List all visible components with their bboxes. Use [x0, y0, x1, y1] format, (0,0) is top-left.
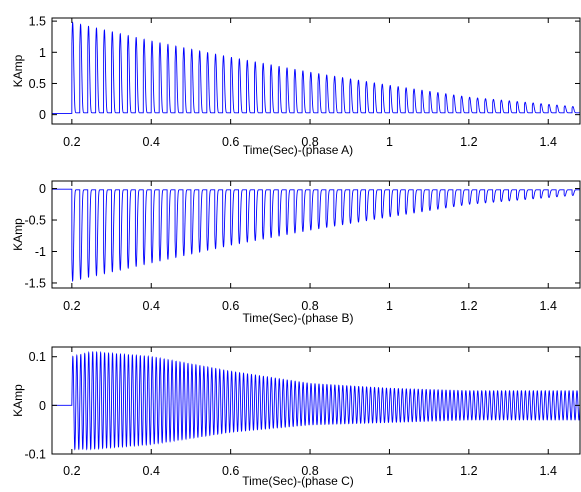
x-tick-label: 1.2	[460, 135, 477, 149]
x-tick-label: 1	[386, 464, 393, 478]
plot-frame	[51, 180, 581, 289]
x-tick-label: 1	[386, 135, 393, 149]
x-tick-label: 0.2	[63, 464, 80, 478]
y-tick-label: -1.5	[24, 276, 46, 290]
y-tick-label: 0.1	[29, 350, 46, 364]
x-tick-label: 0.8	[301, 299, 318, 313]
series-line-b-0	[52, 188, 580, 282]
series-line-a-0	[52, 21, 580, 114]
x-tick-label: 1.4	[540, 135, 557, 149]
y-tick-label: 0	[39, 399, 46, 413]
y-tick-label: 0.5	[29, 77, 46, 91]
x-tick-label: 1.2	[460, 299, 477, 313]
chart-panel-a: 0.2 0.4 0.6 0.8 1 1.2 1.4 0 0.5 1 1.5 Time(Sec)-(ph…	[11, 15, 581, 157]
x-tick-label: 0.4	[143, 464, 160, 478]
x-tick-label: 0.2	[63, 299, 80, 313]
x-tick-label: 0.6	[222, 135, 239, 149]
x-tick-label: 0.4	[143, 135, 160, 149]
y-axis-label: KAmp	[11, 384, 25, 417]
plot-frame	[51, 346, 581, 455]
x-tick-label: 0.8	[301, 135, 318, 149]
y-tick-label: 1	[39, 46, 46, 60]
chart-panel-c: 0.2 0.4 0.6 0.8 1 1.2 1.4 -0.1 0 0.1 Time(Sec)-(ph…	[11, 346, 581, 488]
x-tick-label: 0.8	[301, 464, 318, 478]
x-tick-label: 1.4	[540, 299, 557, 313]
panels: 0.2 0.4 0.6 0.8 1 1.2 1.4 0 0.5 1 1.5 Time(Sec)-(ph…	[11, 15, 581, 488]
y-tick-label: -1	[35, 245, 46, 259]
x-tick-label: 0.4	[143, 299, 160, 313]
x-axis-label: Time(Sec)-(phase C)	[242, 474, 354, 488]
x-tick-label: 1	[386, 299, 393, 313]
x-tick-label: 1.4	[540, 464, 557, 478]
y-axis-label: KAmp	[11, 218, 25, 251]
x-tick-label: 0.6	[222, 464, 239, 478]
series-line-c-0	[52, 350, 580, 451]
y-tick-label: 0	[39, 182, 46, 196]
y-axis-label: KAmp	[11, 54, 25, 87]
x-axis-label: Time(Sec)-(phase A)	[243, 143, 353, 157]
y-tick-label: 1.5	[29, 15, 46, 29]
y-tick-label: 0	[39, 108, 46, 122]
x-tick-label: 0.6	[222, 299, 239, 313]
chart-panel-b: 0.2 0.4 0.6 0.8 1 1.2 1.4 -1.5 -1 -0.5 0 Time(Sec)-…	[11, 180, 581, 325]
x-tick-label: 1.2	[460, 464, 477, 478]
y-tick-label: -0.5	[24, 214, 46, 228]
y-tick-label: -0.1	[24, 448, 46, 462]
x-tick-label: 0.2	[63, 135, 80, 149]
plot-frame	[51, 17, 581, 125]
x-axis-label: Time(Sec)-(phase B)	[243, 311, 354, 325]
